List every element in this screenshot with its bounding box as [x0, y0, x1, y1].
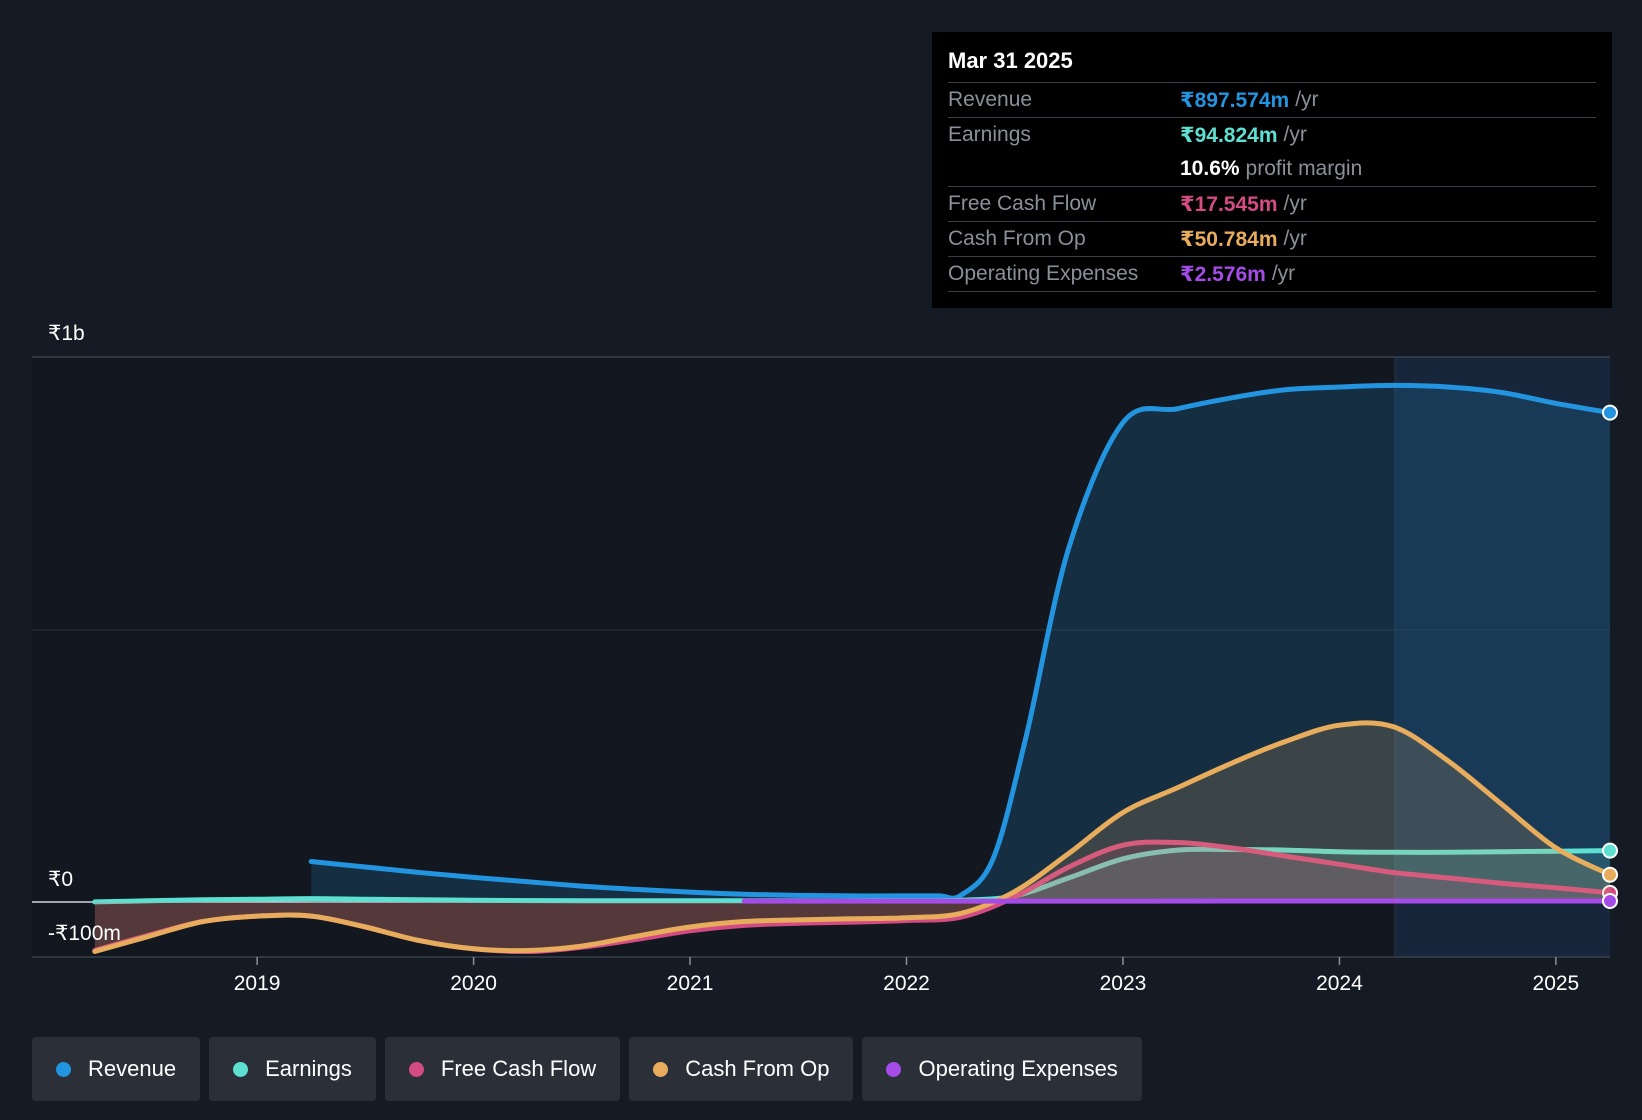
cash-from-op-end-point[interactable]: [1602, 866, 1618, 883]
tooltip-unit: /yr: [1295, 88, 1319, 111]
cash-from-op-line: [92, 720, 1613, 954]
tooltip: Mar 31 2025 Revenue ₹897.574m /yr Earnin…: [932, 32, 1612, 308]
x-tick-label: 2023: [1100, 972, 1147, 995]
tooltip-value: ₹897.574m: [1180, 88, 1290, 112]
tooltip-value: ₹50.784m: [1180, 227, 1278, 251]
tooltip-value: ₹2.576m: [1180, 262, 1266, 286]
tooltip-date: Mar 31 2025: [948, 48, 1073, 73]
tooltip-value: ₹94.824m: [1180, 123, 1278, 147]
legend-item-operating-expenses[interactable]: Operating Expenses: [862, 1037, 1142, 1101]
tooltip-row-fcf: Free Cash Flow ₹17.545m /yr: [948, 186, 1596, 221]
past-shading: [32, 357, 1395, 957]
legend-item-cash-from-op[interactable]: Cash From Op: [629, 1037, 854, 1101]
legend-label: Operating Expenses: [918, 1056, 1118, 1081]
revenue-line: [308, 382, 1613, 901]
earnings-end-point[interactable]: [1602, 842, 1618, 859]
revenue-dot-icon: [56, 1061, 71, 1077]
legend-label: Earnings: [265, 1056, 352, 1081]
tooltip-value: ₹17.545m: [1180, 192, 1278, 216]
y-label-zero: ₹0: [48, 868, 73, 891]
x-tick-label: 2025: [1533, 972, 1580, 995]
y-label-top: ₹1b: [48, 322, 85, 345]
tooltip-label: Free Cash Flow: [948, 192, 1097, 215]
y-label-bottom: -₹100m: [48, 922, 121, 945]
free-cash-flow-area: [94, 842, 1610, 952]
cash-from-op-dot-icon: [653, 1061, 669, 1077]
x-tick-label: 2024: [1316, 972, 1363, 995]
legend-label: Free Cash Flow: [440, 1056, 597, 1081]
legend-item-free-cash-flow[interactable]: Free Cash Flow: [384, 1037, 621, 1101]
x-tick-label: 2021: [667, 972, 714, 995]
tooltip-label: Revenue: [948, 88, 1033, 111]
legend-item-earnings[interactable]: Earnings: [209, 1037, 376, 1101]
cash-from-op-area: [94, 722, 1610, 952]
legend-label: Revenue: [88, 1056, 177, 1081]
operating-expenses-dot-icon: [886, 1061, 902, 1077]
tooltip-unit: /yr: [1271, 262, 1296, 285]
axis-layer: 2019 2020 2021 2022 2023 2024 2025: [234, 957, 1579, 995]
series-layer: [92, 382, 1618, 955]
tooltip-unit: /yr: [1283, 123, 1307, 146]
revenue-area: [311, 385, 1611, 903]
tooltip-unit: /yr: [1283, 192, 1307, 215]
tooltip-row-opex: Operating Expenses ₹2.576m /yr: [948, 256, 1596, 292]
legend: Revenue Earnings Free Cash Flow Cash Fro…: [32, 1037, 1151, 1101]
legend-item-revenue[interactable]: Revenue: [32, 1037, 201, 1101]
revenue-end-point[interactable]: [1602, 404, 1618, 421]
earnings-area: [94, 849, 1610, 903]
tooltip-row-margin: 10.6% profit margin: [948, 152, 1596, 186]
tooltip-margin-value: 10.6%: [1180, 157, 1240, 180]
tooltip-label: Earnings: [948, 123, 1031, 146]
tooltip-row-cfo: Cash From Op ₹50.784m /yr: [948, 221, 1596, 256]
x-tick-label: 2022: [883, 972, 930, 995]
tooltip-row-earnings: Earnings ₹94.824m /yr: [948, 117, 1596, 152]
tooltip-unit: /yr: [1283, 227, 1307, 250]
legend-label: Cash From Op: [685, 1056, 830, 1081]
tooltip-label: Cash From Op: [948, 227, 1086, 250]
operating-expenses-end-point[interactable]: [1602, 893, 1618, 909]
free-cash-flow-dot-icon: [408, 1061, 424, 1077]
earnings-dot-icon: [233, 1061, 249, 1077]
x-tick-label: 2019: [234, 972, 281, 995]
x-tick-label: 2020: [450, 972, 497, 995]
tooltip-margin-text: profit margin: [1245, 157, 1363, 180]
tooltip-label: Operating Expenses: [948, 262, 1139, 285]
tooltip-row-revenue: Revenue ₹897.574m /yr: [948, 82, 1596, 117]
financial-chart: 2019 2020 2021 2022 2023 2024 2025 ₹1b ₹0 -₹10…: [32, 322, 1618, 995]
